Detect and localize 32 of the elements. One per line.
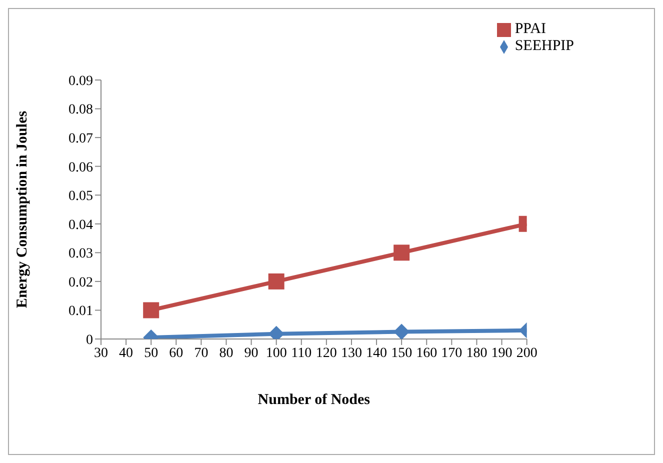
y-tick-label: 0.08 — [68, 102, 93, 118]
x-tick-label: 100 — [266, 346, 287, 361]
x-tick-label: 120 — [316, 346, 337, 361]
x-tick-label: 170 — [441, 346, 462, 361]
x-tick-label: 190 — [491, 346, 512, 361]
y-tick-label: 0.04 — [68, 218, 93, 233]
y-tick-label: 0 — [86, 332, 93, 348]
x-tick-label: 50 — [144, 346, 158, 361]
x-tick-label: 160 — [416, 346, 438, 361]
y-tick-label: 0.02 — [68, 275, 93, 290]
x-tick-label: 80 — [219, 346, 234, 361]
y-tick-label: 0.07 — [68, 132, 93, 147]
x-tick-label: 60 — [169, 346, 184, 361]
x-tick-label: 140 — [366, 346, 388, 361]
x-tick-label: 130 — [340, 346, 362, 361]
x-tick-label: 30 — [94, 346, 108, 361]
legend-label: SEEHPIP — [514, 38, 574, 54]
x-tick-label: 70 — [194, 346, 208, 361]
x-tick-label: 150 — [391, 346, 412, 361]
x-tick-label: 200 — [516, 346, 538, 361]
x-tick-label: 110 — [291, 346, 312, 361]
x-tick-label: 40 — [119, 346, 134, 361]
y-tick-label: 0.06 — [68, 160, 93, 176]
y-tick-label: 0.09 — [68, 74, 93, 89]
y-tick-label: 0.05 — [68, 189, 93, 204]
legend-label: PPAI — [514, 21, 546, 37]
y-tick-label: 0.03 — [68, 246, 93, 262]
x-tick-label: 180 — [466, 346, 488, 361]
x-tick-label: 90 — [244, 346, 258, 361]
y-tick-label: 0.01 — [68, 304, 93, 320]
y-axis-title: Energy Consumption in Joules — [14, 110, 30, 308]
x-axis-title: Number of Nodes — [258, 392, 370, 408]
